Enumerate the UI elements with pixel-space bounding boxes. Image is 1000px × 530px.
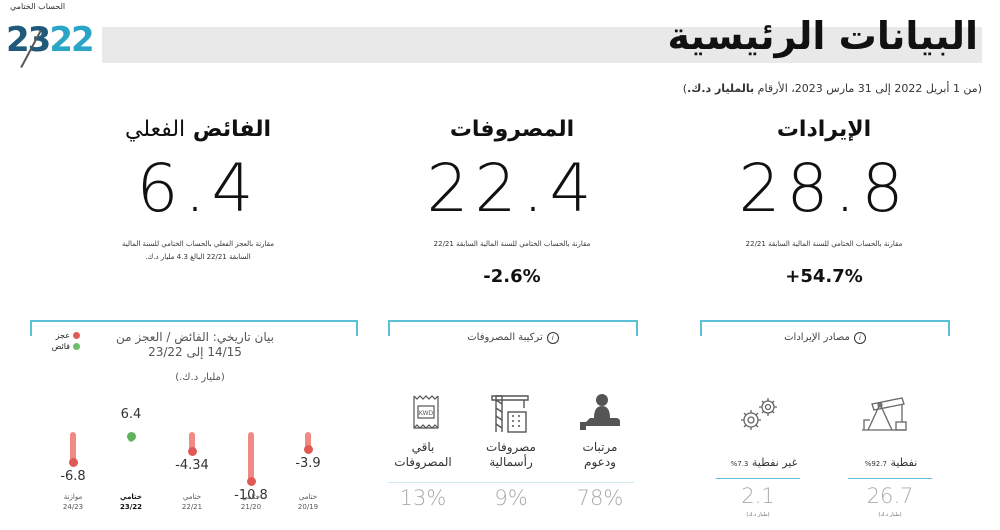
revenue-note: مقارنة بالحساب الختامي للسنة المالية الس… [745,240,903,248]
capital-label-2: رأسمالية [489,455,533,469]
title-bar [102,27,982,63]
chart-point [68,458,78,468]
salaries-pct: 78% [576,486,624,510]
legend-deficit-dot [73,332,80,339]
oil-label: نفطية 92.7% [852,456,930,469]
revenue-sources-label: مصادر الإيرادات [784,332,850,343]
chart-category-label: ختامي 22/21 [181,493,203,511]
oil-label-text: نفطية [890,456,918,469]
expense-composition-header[interactable]: iتركيبة المصروفات [388,332,638,344]
expense-composition-label: تركيبة المصروفات [467,332,543,343]
revenue-sources-frame [700,320,950,336]
chart-category-label: موازنة 24/23 [62,493,84,511]
oil-rule [848,478,932,479]
surplus-title-light: الفعلي [124,117,186,142]
surplus-note: مقارنة بالعجز الفعلي بالحساب الختامي للس… [78,238,318,264]
history-chart-frame [30,320,358,336]
oil-pct: 92.7% [864,460,887,468]
subtitle-unit: بالمليار د.ك. [687,82,755,95]
legend-surplus-dot [73,343,80,350]
expenses-note: مقارنة بالحساب الختامي للسنة المالية الس… [433,240,591,248]
history-chart-title-1: بيان تاريخي: الفائض / العجز من [116,330,274,344]
svg-text:KWD: KWD [419,410,434,417]
chart-value-label: -6.8 [60,469,86,485]
chart-value-label: -4.34 [175,457,209,473]
page-title: البيانات الرئيسية [667,14,978,58]
surplus-title-bold: الفائض [192,117,272,142]
non-oil-pct: 7.3% [730,460,749,468]
legend-deficit: عجز [40,330,80,341]
chart-value-label: -10.8 [234,487,268,503]
expense-rule [388,482,634,483]
logo-caption: الحساب الختامي [10,2,66,11]
surplus-title: الفائض الفعلي [68,117,328,142]
chart-bar [189,432,195,452]
capital-label: مصروفات رأسمالية [476,440,546,470]
chart-legend: عجز فائض [40,330,80,352]
oil-value: 26.7 [866,484,914,508]
legend-surplus-label: فائض [51,342,70,351]
revenue-value: 28.8 [738,150,910,227]
revenue-title: الإيرادات [776,117,872,142]
revenue-sources-header[interactable]: iمصادر الإيرادات [700,332,950,344]
chart-bar [305,432,311,450]
history-chart-title: بيان تاريخي: الفائض / العجز من 14/15 إلى… [90,330,300,360]
page-subtitle: (من 1 أبريل 2022 إلى 31 مارس 2023، الأرق… [683,82,982,95]
capital-label-1: مصروفات [486,440,536,454]
other-label-2: المصروفات [394,455,452,469]
chart-category-label: ختامي 21/20 [240,493,262,511]
logo: 2322 [6,20,95,60]
non-oil-value: 2.1 [741,484,775,508]
legend-deficit-label: عجز [55,331,70,340]
expenses-value: 22.4 [426,150,598,227]
other-pct: 13% [399,486,447,510]
chart-category-label: ختامي 23/22 [119,493,143,511]
surplus-note-line1: مقارنة بالعجز الفعلي بالحساب الختامي للس… [122,240,274,248]
non-oil-label-text: غير نفطية [751,456,798,469]
subtitle-suffix: ) [682,82,688,95]
oil-pump-icon [858,388,910,434]
chart-point [303,444,313,454]
expenses-title: المصروفات [449,117,575,142]
salaries-label-1: مرتبات [582,440,618,454]
info-icon[interactable]: i [546,332,559,344]
revenue-change: +54.7% [785,266,863,287]
chart-bar [70,432,76,464]
chart-point [246,476,256,486]
history-chart-title-2: 14/15 إلى 23/22 [148,345,242,359]
kwd-document-icon: KWD [408,392,444,432]
chart-point [126,431,136,441]
capital-pct: 9% [494,486,528,510]
chart-bar [248,432,254,482]
gears-icon [735,390,785,436]
salaries-label: مرتبات ودعوم [566,440,634,470]
chart-point [187,446,197,456]
non-oil-unit: (مليار د.ك) [746,512,770,518]
history-chart: -3.9 ختامي 20/19 -10.8 ختامي 21/20 -4.34 ختامي 2… [30,380,354,530]
non-oil-rule [716,478,800,479]
salaries-label-2: ودعوم [584,455,616,469]
surplus-value: 6.4 [136,150,260,227]
logo-number-b: 22 [49,20,94,60]
oil-unit: (مليار د.ك) [878,512,902,518]
history-chart-unit: (مليار د.ك.) [175,372,225,383]
expense-composition-frame [388,320,638,336]
legend-surplus: فائض [40,341,80,352]
chart-category-label: ختامي 20/19 [297,493,319,511]
expenses-change: -2.6% [483,266,541,287]
other-label-1: باقي [411,440,435,454]
chart-value-label: 6.4 [120,406,142,422]
chart-value-label: -3.9 [295,455,321,471]
subtitle-prefix: (من 1 أبريل 2022 إلى 31 مارس 2023، الأرق… [754,82,982,95]
other-label: باقي المصروفات [384,440,462,470]
non-oil-label: غير نفطية 7.3% [716,456,812,469]
surplus-note-line2: السابقة 22/21 البالغ 4.3 مليار د.ك. [145,253,251,261]
hand-person-icon [576,392,624,432]
crane-building-icon [488,390,532,434]
info-icon[interactable]: i [853,332,866,344]
